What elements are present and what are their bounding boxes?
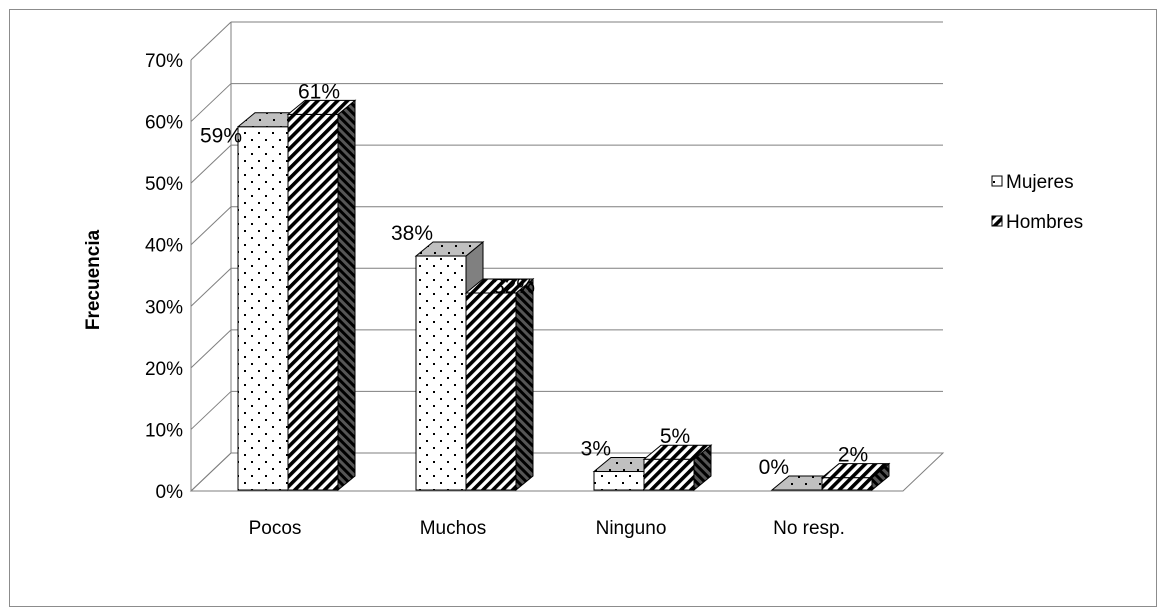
side-wall-gridline	[190, 144, 232, 184]
bar-front-hombres	[821, 477, 873, 491]
side-wall-gridline	[190, 391, 232, 430]
side-wall-gridline	[190, 206, 232, 246]
bar-top-hombres	[464, 278, 535, 294]
y-tick-label: 20%	[145, 359, 183, 380]
data-label-hombres: 32%	[493, 275, 535, 298]
data-label-mujeres: 38%	[391, 222, 433, 245]
bar-top-hombres	[642, 444, 713, 460]
y-axis-label: Frecuencia	[83, 229, 104, 330]
legend-swatch-mujeres	[991, 175, 1003, 187]
bar-top-mujeres	[414, 241, 485, 257]
chart-svg: 0% 10% 20% 30% 40% 50% 60% 70% Pocos Muchos Ningu…	[83, 21, 1083, 539]
category-label: Ninguno	[596, 518, 667, 539]
y-tick-labels: 0% 10% 20% 30% 40% 50% 60% 70%	[145, 51, 183, 503]
bar-side-hombres	[515, 277, 534, 492]
bar-top-hombres	[820, 463, 891, 479]
bars	[236, 99, 891, 492]
data-label-hombres: 2%	[838, 444, 868, 467]
bar-front-hombres	[287, 113, 339, 491]
y-tick-label: 30%	[145, 297, 183, 318]
bar-side-hombres	[337, 99, 356, 492]
data-labels: 59% 61% 38% 32% 3% 5% 0% 2%	[200, 80, 868, 479]
legend-swatch-hombres	[991, 215, 1003, 227]
side-wall-gridline	[190, 329, 232, 369]
y-tick-label: 70%	[145, 51, 183, 72]
legend-item-hombres: Hombres	[991, 212, 1083, 233]
y-tick-label: 10%	[145, 420, 183, 441]
legend-item-mujeres: Mujeres	[991, 172, 1074, 193]
data-label-mujeres: 0%	[759, 456, 789, 479]
bar-front-hombres	[465, 292, 517, 491]
floor	[189, 452, 945, 492]
category-label: No resp.	[773, 518, 845, 539]
bar-front-mujeres	[237, 126, 289, 491]
y-tick-label: 0%	[156, 482, 184, 503]
category-label: Muchos	[420, 518, 487, 539]
bar-front-mujeres	[415, 255, 467, 491]
chart-frame: 0% 10% 20% 30% 40% 50% 60% 70% Pocos Muchos Ningu…	[9, 9, 1157, 607]
bar-top-hombres	[286, 99, 357, 115]
data-label-hombres: 5%	[660, 425, 690, 448]
bar-front-mujeres	[593, 471, 645, 491]
data-label-mujeres: 3%	[581, 438, 611, 461]
bar-front-hombres	[643, 458, 695, 491]
side-wall-gridline	[190, 83, 232, 122]
legend-label-mujeres: Mujeres	[1006, 172, 1074, 193]
y-tick-label: 60%	[145, 113, 183, 134]
y-tick-label: 40%	[145, 236, 183, 257]
side-wall-gridline	[190, 267, 232, 307]
data-label-hombres: 61%	[298, 80, 340, 103]
y-tick-label: 50%	[145, 174, 183, 195]
category-label: Pocos	[249, 518, 302, 539]
side-wall-gridline	[190, 21, 232, 61]
category-labels: Pocos Muchos Ninguno No resp.	[249, 518, 845, 539]
legend-label-hombres: Hombres	[1006, 212, 1083, 233]
data-label-mujeres: 59%	[200, 125, 242, 148]
legend: Mujeres Hombres	[991, 172, 1083, 233]
